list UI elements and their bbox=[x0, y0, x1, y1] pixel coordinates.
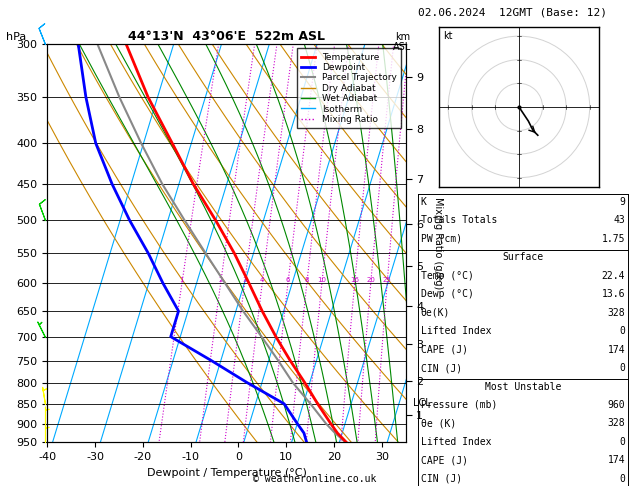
Text: 9: 9 bbox=[620, 197, 625, 207]
Text: 02.06.2024  12GMT (Base: 12): 02.06.2024 12GMT (Base: 12) bbox=[418, 7, 607, 17]
Text: 174: 174 bbox=[608, 455, 625, 466]
Text: 16: 16 bbox=[350, 278, 359, 283]
Text: kt: kt bbox=[443, 31, 453, 40]
Text: hPa: hPa bbox=[6, 32, 26, 42]
Text: 1.75: 1.75 bbox=[602, 234, 625, 244]
Text: 328: 328 bbox=[608, 418, 625, 429]
Text: 174: 174 bbox=[608, 345, 625, 355]
Text: LCL: LCL bbox=[413, 398, 431, 408]
Text: CIN (J): CIN (J) bbox=[421, 474, 462, 484]
Text: © weatheronline.co.uk: © weatheronline.co.uk bbox=[253, 473, 376, 484]
Text: 0: 0 bbox=[620, 326, 625, 336]
Text: Pressure (mb): Pressure (mb) bbox=[421, 400, 497, 410]
Text: 43: 43 bbox=[613, 215, 625, 226]
Y-axis label: Mixing Ratio (g/kg): Mixing Ratio (g/kg) bbox=[433, 197, 443, 289]
Text: Totals Totals: Totals Totals bbox=[421, 215, 497, 226]
Text: θe(K): θe(K) bbox=[421, 308, 450, 318]
Text: 4: 4 bbox=[260, 278, 264, 283]
Text: 6: 6 bbox=[286, 278, 290, 283]
Text: 960: 960 bbox=[608, 400, 625, 410]
Text: 0: 0 bbox=[620, 363, 625, 373]
Text: 20: 20 bbox=[366, 278, 375, 283]
Text: PW (cm): PW (cm) bbox=[421, 234, 462, 244]
Text: 0: 0 bbox=[620, 437, 625, 447]
Text: 10: 10 bbox=[318, 278, 326, 283]
Text: Most Unstable: Most Unstable bbox=[485, 382, 561, 392]
Title: 44°13'N  43°06'E  522m ASL: 44°13'N 43°06'E 522m ASL bbox=[128, 30, 325, 43]
Text: 3: 3 bbox=[242, 278, 247, 283]
Text: 8: 8 bbox=[304, 278, 309, 283]
Text: CAPE (J): CAPE (J) bbox=[421, 455, 468, 466]
Text: CIN (J): CIN (J) bbox=[421, 363, 462, 373]
Text: Surface: Surface bbox=[503, 252, 543, 262]
Text: 13.6: 13.6 bbox=[602, 289, 625, 299]
Text: km
ASL: km ASL bbox=[392, 32, 411, 52]
Text: θe (K): θe (K) bbox=[421, 418, 456, 429]
Text: Lifted Index: Lifted Index bbox=[421, 437, 491, 447]
Text: K: K bbox=[421, 197, 426, 207]
Text: 2: 2 bbox=[218, 278, 223, 283]
Text: Temp (°C): Temp (°C) bbox=[421, 271, 474, 281]
X-axis label: Dewpoint / Temperature (°C): Dewpoint / Temperature (°C) bbox=[147, 468, 306, 478]
Text: Dewp (°C): Dewp (°C) bbox=[421, 289, 474, 299]
Text: 0: 0 bbox=[620, 474, 625, 484]
Text: 1: 1 bbox=[180, 278, 184, 283]
Text: 328: 328 bbox=[608, 308, 625, 318]
Text: Lifted Index: Lifted Index bbox=[421, 326, 491, 336]
Text: 22.4: 22.4 bbox=[602, 271, 625, 281]
Legend: Temperature, Dewpoint, Parcel Trajectory, Dry Adiabat, Wet Adiabat, Isotherm, Mi: Temperature, Dewpoint, Parcel Trajectory… bbox=[296, 48, 401, 128]
Text: 25: 25 bbox=[382, 278, 391, 283]
Text: CAPE (J): CAPE (J) bbox=[421, 345, 468, 355]
